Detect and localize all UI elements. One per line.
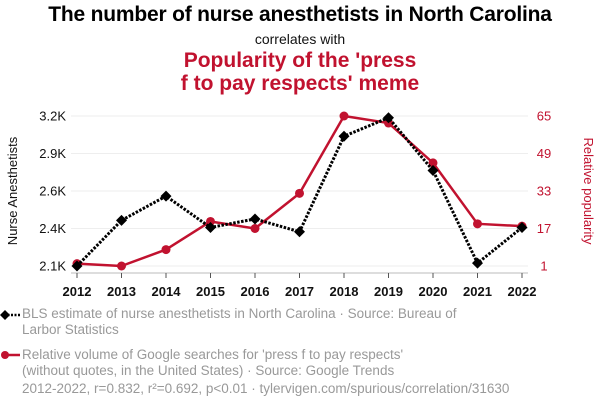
series-google-searches-point [117, 261, 126, 271]
series-nurse-anesthetists-point [116, 214, 127, 226]
x-tick-label: 2019 [374, 284, 403, 299]
x-tick-label: 2013 [107, 284, 136, 299]
y-right-tick-label: 17 [537, 221, 551, 236]
x-tick-label: 2018 [330, 284, 359, 299]
series-nurse-anesthetists-point [516, 222, 528, 234]
legend-item-nurse-anesthetists: BLS estimate of nurse anesthetists in No… [22, 306, 502, 338]
series-google-searches-point [250, 224, 260, 233]
x-tick-label: 2022 [508, 284, 537, 299]
legend-item-google-searches: Relative volume of Google searches for '… [22, 347, 502, 379]
legend-symbol-dotted-diamond-icon [0, 310, 20, 320]
x-tick-label: 2015 [196, 284, 225, 299]
series-nurse-anesthetists-point [383, 112, 394, 124]
series-google-searches-point [473, 219, 482, 229]
series-nurse-anesthetists-point [338, 130, 350, 142]
series-nurse-anesthetists-point [427, 164, 439, 176]
series-google-searches-point [295, 188, 304, 198]
series-nurse-anesthetists-point [205, 222, 216, 234]
y-left-tick-label: 2.9K [39, 146, 66, 161]
legend-text-line1: Relative volume of Google searches for '… [22, 347, 404, 362]
y-left-tick-label: 2.1K [39, 259, 66, 274]
chart-title: The number of nurse anesthetists in Nort… [48, 3, 552, 26]
y-axis-left-label: Nurse Anesthetists [5, 136, 20, 245]
legend-text-line2: (without quotes, in the United States) ·… [22, 363, 395, 378]
x-tick-label: 2020 [419, 284, 448, 299]
y-right-tick-label: 49 [537, 146, 551, 161]
y-right-tick-label: 1 [540, 259, 547, 274]
series-layer [71, 111, 528, 272]
y-left-tick-label: 2.4K [39, 221, 66, 236]
x-tick-label: 2012 [63, 284, 92, 299]
chart-subtitle: correlates with [254, 31, 346, 47]
series-google-searches-point [206, 216, 215, 226]
x-tick-label: 2017 [285, 284, 314, 299]
y-right-tick-label: 65 [537, 109, 551, 124]
axes: 2.1K 2.4K 2.6K 2.9K 3.2K 1 17 33 49 65 2012 2013 201… [39, 109, 551, 300]
series-nurse-anesthetists-point [71, 260, 83, 272]
chart-title-secondary-line2: f to pay respects' meme [180, 72, 420, 95]
chart-title-secondary: Popularity of the 'press f to pay respec… [0, 49, 600, 95]
y-left-tick-label: 3.2K [39, 109, 66, 124]
chart-title-secondary-line1: Popularity of the 'press [183, 49, 417, 72]
x-tick-label: 2014 [152, 284, 182, 299]
x-tick-label: 2016 [241, 284, 270, 299]
legend-text-line2: Larbor Statistics [22, 322, 119, 337]
series-google-searches-point [339, 111, 349, 121]
x-tick-label: 2021 [463, 284, 492, 299]
series-nurse-anesthetists-point [160, 190, 172, 202]
series-google-searches-point [428, 158, 438, 168]
footer-stats: 2012-2022, r=0.832, r²=0.692, p<0.01 · t… [22, 381, 510, 396]
series-nurse-anesthetists-point [294, 226, 305, 238]
y-right-tick-label: 33 [537, 184, 551, 199]
series-nurse-anesthetists-point [249, 213, 261, 225]
series-google-searches-point [161, 245, 171, 255]
y-left-tick-label: 2.6K [39, 184, 66, 199]
legend-text-line1: BLS estimate of nurse anesthetists in No… [22, 306, 457, 321]
legend-symbol-red-line-icon [1, 351, 20, 359]
series-nurse-anesthetists-point [472, 257, 483, 269]
y-axis-right-label: Relative popularity [581, 138, 596, 245]
